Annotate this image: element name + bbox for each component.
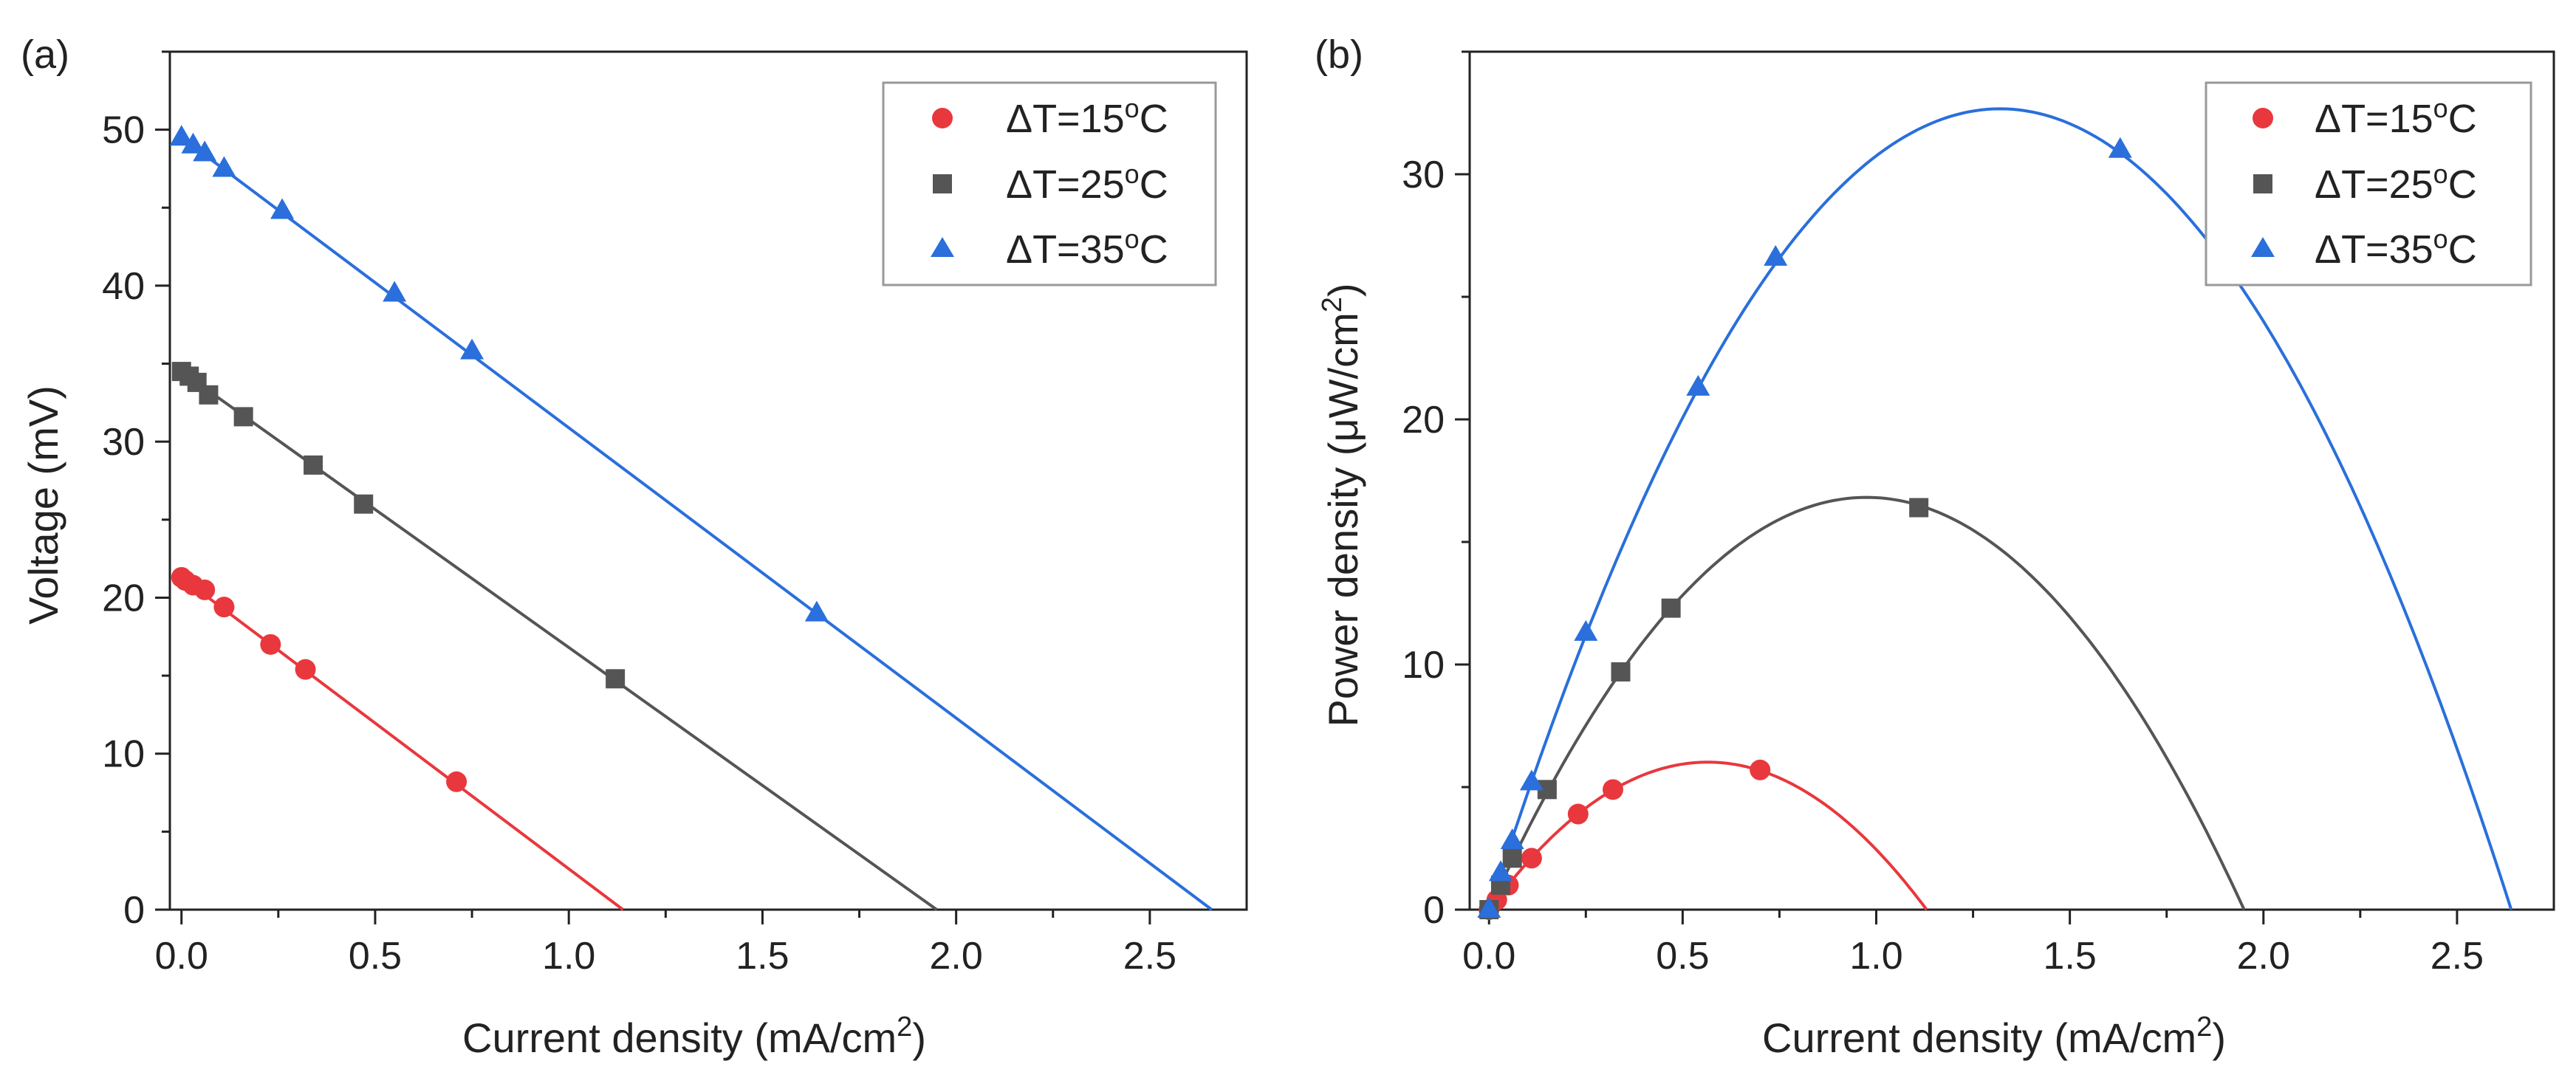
x-tick-label: 2.5: [1123, 935, 1176, 978]
data-point-triangle: [1488, 860, 1513, 882]
fit-curve-series-0: [1487, 761, 1928, 911]
data-point-circle: [295, 659, 316, 680]
x-tick-label: 1.5: [2043, 935, 2096, 978]
data-point-square: [1611, 662, 1631, 682]
fit-line-series-2: [180, 136, 1213, 911]
data-point-circle: [194, 579, 216, 600]
panel-b-power-chart: (b) 0.0 0.5 1.0 1.5 2.0 2.5 0 10 20 30 Current de…: [1315, 32, 2555, 1061]
fit-curve-series-1: [1487, 495, 2246, 910]
panel-b-legend-item-35: ΔT=35oC: [2251, 224, 2477, 272]
data-point-triangle: [1500, 828, 1524, 850]
data-point-triangle: [270, 198, 295, 219]
data-point-circle: [1750, 759, 1771, 780]
legend-label: ΔT=35oC: [1006, 224, 1168, 272]
y-tick-label: 20: [102, 577, 145, 619]
data-point-triangle: [1477, 897, 1501, 918]
panel-a-voltage-chart: (a) 0.0 0.5 1.0 1.5 2.0 2.5 0 10 20 30 40 50 Curren…: [20, 32, 1248, 1061]
data-point-triangle: [460, 338, 484, 360]
data-point-triangle: [193, 140, 217, 162]
data-point-triangle: [169, 125, 193, 146]
panel-b-legend-item-25: ΔT=25oC: [2253, 159, 2477, 207]
data-point-triangle: [2108, 137, 2132, 158]
data-point-square: [233, 407, 253, 427]
data-point-triangle: [1686, 374, 1710, 396]
data-point-square: [606, 669, 626, 689]
panel-b-x-axis-title: Current density (mA/cm2): [1762, 1012, 2226, 1061]
x-tick-label: 0.0: [1462, 935, 1515, 978]
data-point-square: [354, 494, 374, 514]
y-tick-label: 0: [1423, 889, 1445, 932]
data-point-square: [199, 385, 219, 405]
data-point-triangle: [181, 132, 205, 154]
legend-triangle-marker-icon: [2251, 237, 2275, 257]
panel-a-data-points: [169, 125, 829, 792]
panel-a-x-axis-title: Current density (mA/cm2): [462, 1012, 926, 1061]
panel-b-y-axis-title: Power density (μW/cm2): [1317, 283, 1366, 727]
data-point-circle: [1602, 779, 1623, 800]
legend-circle-marker-icon: [932, 108, 953, 128]
legend-triangle-marker-icon: [931, 237, 954, 257]
data-point-triangle: [1574, 619, 1598, 641]
panel-a-legend-item-25: ΔT=25oC: [933, 159, 1168, 207]
y-tick-label: 40: [102, 265, 145, 308]
panel-a-axes: 0.0 0.5 1.0 1.5 2.0 2.5 0 10 20 30 40 50: [102, 50, 1248, 978]
y-tick-label: 10: [102, 733, 145, 776]
data-point-circle: [213, 597, 235, 618]
legend-square-marker-icon: [2253, 174, 2272, 193]
x-tick-label: 2.0: [930, 935, 983, 978]
legend-label: ΔT=25oC: [2315, 159, 2477, 207]
x-tick-label: 0.5: [1656, 935, 1709, 978]
data-point-triangle: [383, 281, 407, 302]
y-tick-label: 0: [123, 889, 145, 932]
x-tick-label: 1.0: [1849, 935, 1902, 978]
y-tick-label: 50: [102, 109, 145, 152]
data-point-square: [1661, 598, 1681, 618]
y-tick-label: 30: [1402, 154, 1445, 196]
fit-line-series-0: [180, 576, 624, 911]
y-tick-label: 30: [102, 421, 145, 464]
data-point-triangle: [1764, 244, 1788, 266]
panel-a-y-axis-title: Voltage (mV): [20, 385, 66, 625]
x-tick-label: 1.5: [736, 935, 789, 978]
data-point-circle: [446, 771, 467, 792]
legend-label: ΔT=25oC: [1006, 159, 1168, 207]
y-tick-label: 20: [1402, 399, 1445, 442]
data-point-triangle: [804, 600, 829, 622]
panel-label-b: (b): [1315, 32, 1363, 77]
data-point-triangle: [212, 156, 236, 177]
legend-label: ΔT=35oC: [2315, 224, 2477, 272]
data-point-circle: [1567, 803, 1589, 825]
panel-a-plot-frame: [168, 50, 1248, 911]
x-tick-label: 0.0: [155, 935, 208, 978]
fit-line-series-1: [180, 370, 938, 911]
panel-b-data-points: [1477, 137, 2132, 920]
x-tick-label: 1.0: [542, 935, 595, 978]
x-tick-label: 2.0: [2237, 935, 2290, 978]
data-point-triangle: [1519, 769, 1544, 791]
panel-a-legend-item-35: ΔT=35oC: [931, 224, 1168, 272]
x-tick-label: 2.5: [2431, 935, 2484, 978]
fit-curve-series-2: [1487, 107, 2513, 910]
x-tick-label: 0.5: [349, 935, 402, 978]
data-point-circle: [1521, 848, 1542, 869]
y-tick-label: 10: [1402, 644, 1445, 687]
panel-a-legend: ΔT=15oC ΔT=25oC ΔT=35oC: [882, 81, 1217, 286]
panel-b-axes: 0.0 0.5 1.0 1.5 2.0 2.5 0 10 20 30: [1402, 50, 2555, 978]
panel-b-legend: ΔT=15oC ΔT=25oC ΔT=35oC: [2205, 81, 2532, 286]
data-point-square: [1502, 848, 1522, 868]
panel-b-legend-item-15: ΔT=15oC: [2253, 93, 2477, 141]
panel-a-legend-item-15: ΔT=15oC: [932, 93, 1168, 141]
legend-circle-marker-icon: [2253, 108, 2273, 128]
legend-square-marker-icon: [933, 174, 952, 193]
legend-label: ΔT=15oC: [1006, 93, 1168, 141]
panel-label-a: (a): [21, 32, 69, 77]
data-point-square: [1909, 498, 1929, 518]
panel-b-plot-frame: [1468, 50, 2555, 911]
data-point-square: [304, 455, 323, 475]
data-point-circle: [260, 634, 281, 655]
legend-label: ΔT=15oC: [2315, 93, 2477, 141]
